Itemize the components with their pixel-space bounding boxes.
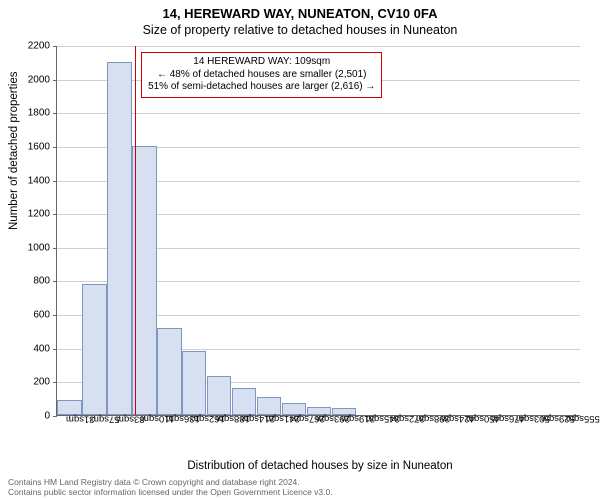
- ytick-mark: [53, 214, 57, 215]
- footer-line-2: Contains public sector information licen…: [8, 488, 333, 498]
- x-axis-label: Distribution of detached houses by size …: [20, 460, 600, 472]
- ytick-mark: [53, 80, 57, 81]
- page-subtitle: Size of property relative to detached ho…: [0, 21, 600, 37]
- ytick-label: 2200: [10, 41, 50, 52]
- annotation-box: 14 HEREWARD WAY: 109sqm← 48% of detached…: [141, 52, 382, 98]
- histogram-bar: [82, 284, 106, 415]
- ytick-mark: [53, 113, 57, 114]
- ytick-mark: [53, 181, 57, 182]
- ytick-label: 200: [10, 377, 50, 388]
- ytick-mark: [53, 281, 57, 282]
- ytick-mark: [53, 248, 57, 249]
- ytick-label: 1400: [10, 175, 50, 186]
- ytick-mark: [53, 416, 57, 417]
- ytick-mark: [53, 147, 57, 148]
- ytick-mark: [53, 382, 57, 383]
- ytick-label: 1600: [10, 141, 50, 152]
- plot-area: 31sqm57sqm83sqm110sqm136sqm162sqm188sqm2…: [56, 46, 580, 416]
- histogram-bar: [182, 351, 206, 415]
- chart-plot-wrap: 31sqm57sqm83sqm110sqm136sqm162sqm188sqm2…: [56, 46, 580, 416]
- ytick-label: 1000: [10, 242, 50, 253]
- ytick-label: 800: [10, 276, 50, 287]
- ytick-label: 2000: [10, 74, 50, 85]
- histogram-bar: [107, 62, 131, 415]
- annotation-line: [135, 46, 136, 415]
- annotation-line-text: ← 48% of detached houses are smaller (2,…: [148, 69, 375, 82]
- annotation-line-text: 51% of semi-detached houses are larger (…: [148, 81, 375, 94]
- histogram-bar: [207, 376, 231, 415]
- ytick-label: 1800: [10, 108, 50, 119]
- footer-attribution: Contains HM Land Registry data © Crown c…: [8, 478, 333, 498]
- ytick-mark: [53, 46, 57, 47]
- ytick-mark: [53, 315, 57, 316]
- chart-container: 14, HEREWARD WAY, NUNEATON, CV10 0FA Siz…: [0, 0, 600, 500]
- histogram-bar: [157, 328, 181, 415]
- ytick-label: 0: [10, 411, 50, 422]
- annotation-line-text: 14 HEREWARD WAY: 109sqm: [148, 56, 375, 69]
- histogram-bar: [232, 388, 256, 415]
- ytick-label: 600: [10, 310, 50, 321]
- ytick-label: 1200: [10, 209, 50, 220]
- ytick-label: 400: [10, 343, 50, 354]
- page-title: 14, HEREWARD WAY, NUNEATON, CV10 0FA: [0, 0, 600, 21]
- ytick-mark: [53, 349, 57, 350]
